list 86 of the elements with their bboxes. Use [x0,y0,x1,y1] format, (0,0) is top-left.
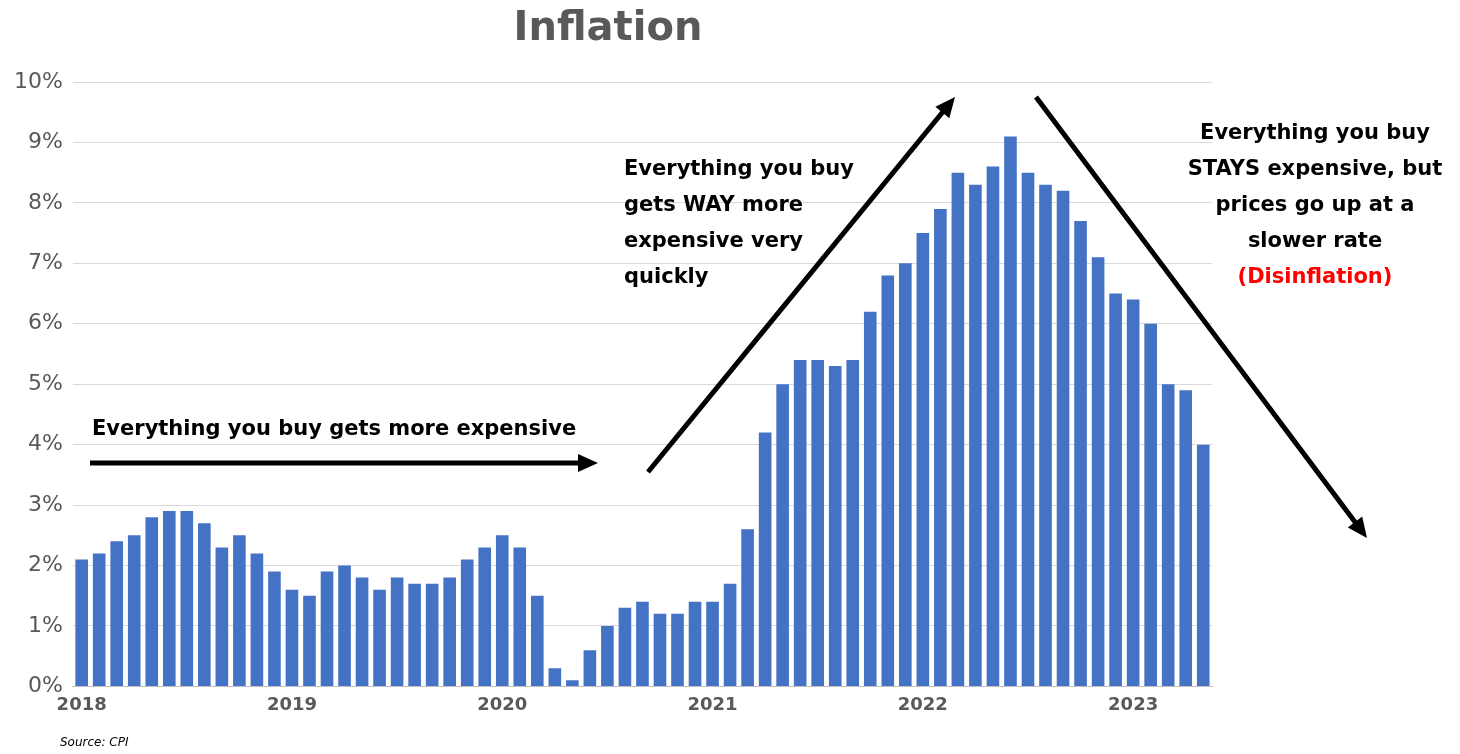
bar [881,275,895,686]
x-tick-label: 2021 [687,692,738,714]
bar [583,650,597,686]
bar [723,583,737,686]
bar [215,547,229,686]
bar [110,541,124,686]
bar [285,589,299,686]
bar [863,311,877,686]
bar [846,360,860,686]
text: (Disinflation) [1236,263,1394,290]
bar [127,535,141,686]
bar [653,613,667,686]
bar [320,571,334,686]
bar [390,577,404,686]
annotation: Everything you buy gets WAY more expensive very quickly [624,155,855,290]
bar [355,577,369,686]
bar [268,571,281,686]
bar [1126,299,1140,686]
bar [425,583,439,686]
bar [793,360,807,686]
y-tick-label: 2% [27,551,63,577]
bar [566,680,579,686]
y-tick-label: 5% [27,369,63,395]
bar [338,565,351,686]
y-tick-label: 1% [27,611,63,637]
bar [1196,444,1210,686]
bar [180,511,194,686]
bar [250,553,264,686]
bar [1179,390,1193,686]
annotation: Everything you buy gets more expensive [92,415,578,442]
bar [162,511,176,686]
bar [758,432,772,686]
annotation: Everything you buy STAYS expensive, but prices go up at a slower rate [1186,119,1444,254]
bar [460,559,474,686]
bar [934,208,947,686]
bar [899,263,912,686]
bar [828,366,842,686]
bar [92,553,106,686]
bar [601,625,614,686]
bar [636,601,649,686]
chart-title: Inflation [513,3,703,50]
bar [776,384,789,686]
bar [1039,184,1052,686]
bar [548,668,562,686]
y-tick-label: 8% [27,188,63,214]
bar [969,184,982,686]
bar [513,547,527,686]
bar [1021,172,1035,686]
y-tick-label: 9% [27,128,63,154]
y-tick-label: 10% [13,67,63,93]
bar [1056,190,1070,686]
bar [198,523,211,686]
bar [1161,384,1175,686]
y-tick-label: 7% [27,249,63,275]
x-tick-label: 2023 [1108,692,1159,714]
bar [233,535,246,686]
bar [671,613,684,686]
bar [1144,323,1157,686]
bar [951,172,965,686]
x-tick-label: 2019 [266,692,318,714]
y-tick-label: 3% [27,490,63,516]
bar [530,595,544,686]
bar [145,517,159,686]
bar [1091,257,1105,686]
bar [495,535,509,686]
bar [618,607,632,686]
bar [986,166,1000,686]
bar [303,595,316,686]
bar [811,360,824,686]
bar [1004,136,1017,686]
bar [443,577,456,686]
bar [373,589,386,686]
bar [688,601,702,686]
bar [1074,221,1087,686]
bar [478,547,492,686]
bar [75,559,88,686]
bar [706,601,719,686]
x-tick-label: 2022 [897,692,948,714]
bar [741,529,754,686]
bar [916,233,930,686]
y-tick-label: 4% [27,430,63,456]
bar [1109,293,1122,686]
x-tick-label: 2020 [477,692,528,714]
source-note: Source: CPI [60,734,130,750]
bar [408,583,421,686]
y-tick-label: 6% [27,309,63,335]
